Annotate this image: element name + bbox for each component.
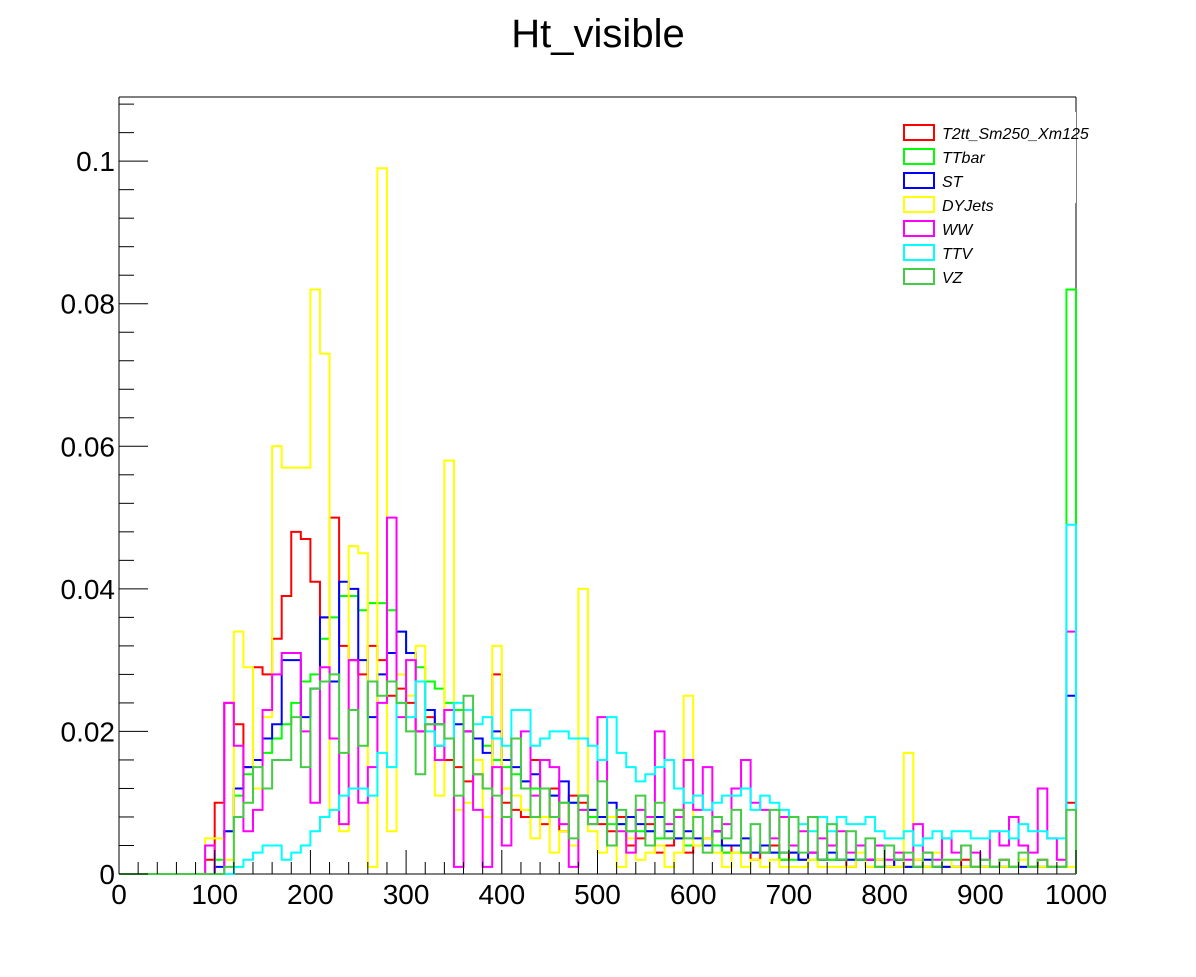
legend-label: WW (942, 222, 974, 239)
legend-label: DYJets (942, 198, 994, 215)
legend-swatch (903, 220, 935, 237)
legend-label: TTbar (942, 150, 985, 167)
y-tick-label: 0.1 (76, 146, 115, 177)
legend: T2tt_Sm250_Xm125 TTbar ST DYJets WW TTV VZ (896, 112, 1089, 287)
legend-swatch (903, 196, 935, 213)
x-tick-label: 600 (670, 879, 717, 910)
x-tick-label: 800 (861, 879, 908, 910)
x-tick-label: 900 (957, 879, 1004, 910)
legend-label: TTV (942, 246, 974, 263)
x-tick-label: 700 (766, 879, 813, 910)
x-tick-label: 100 (191, 879, 238, 910)
series-layer (119, 167, 1077, 875)
legend-swatch (903, 148, 935, 165)
axes-layer: 0 100 200 300 400 500 600 700 800 900 1000 0 0.02 0.0… (61, 103, 1107, 910)
legend-swatch (903, 268, 935, 285)
series-line-ttv (119, 523, 1077, 875)
legend-label: VZ (942, 270, 964, 287)
y-tick-label: 0.06 (61, 431, 116, 462)
series-line-dyjets (119, 167, 1077, 875)
x-tick-label: 300 (383, 879, 430, 910)
y-tick-label: 0.08 (61, 289, 116, 320)
y-tick-label: 0 (99, 859, 115, 890)
legend-label: ST (942, 174, 964, 191)
x-tick-label: 400 (478, 879, 525, 910)
y-tick-label: 0.02 (61, 716, 116, 747)
legend-label: T2tt_Sm250_Xm125 (942, 126, 1089, 143)
legend-swatch (903, 124, 935, 141)
chart-title: Ht_visible (511, 12, 684, 56)
legend-swatch (903, 172, 935, 189)
x-tick-label: 200 (287, 879, 334, 910)
x-tick-label: 0 (111, 879, 127, 910)
y-tick-label: 0.04 (61, 574, 116, 605)
x-tick-label: 500 (574, 879, 621, 910)
legend-swatch (903, 244, 935, 261)
x-tick-label: 1000 (1045, 879, 1107, 910)
